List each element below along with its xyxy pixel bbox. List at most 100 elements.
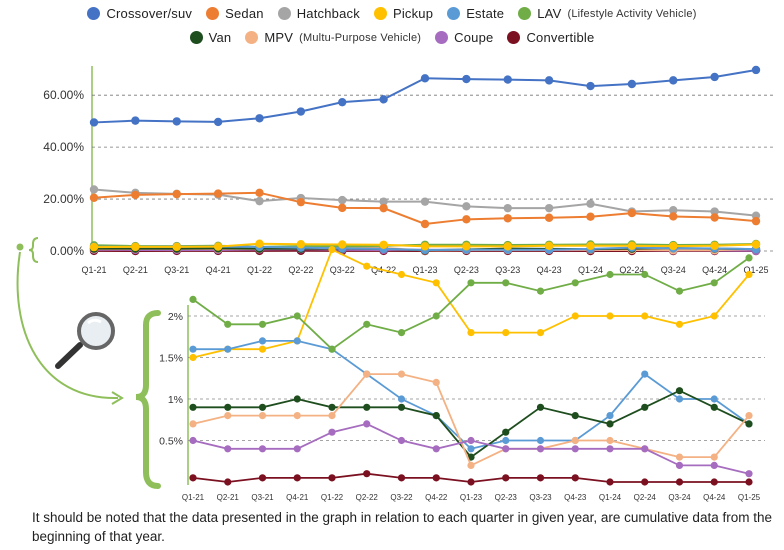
x-tick-label: Q3-22	[330, 265, 355, 275]
data-point	[544, 76, 554, 85]
zoom-data-point	[363, 403, 371, 411]
zoom-data-point	[397, 474, 406, 482]
zoom-data-point	[536, 403, 545, 411]
x-tick-label: Q4-21	[206, 265, 231, 275]
x-tick-label: Q4-23	[537, 265, 562, 275]
zoom-data-point	[363, 320, 371, 328]
data-point	[586, 81, 595, 91]
zoom-data-point	[258, 337, 267, 345]
x-tick-label: Q3-23	[495, 265, 520, 275]
zoom-data-point	[224, 478, 232, 486]
data-point	[172, 189, 181, 199]
zoom-data-point	[467, 461, 475, 469]
zoom-series-line	[193, 389, 750, 459]
zoom-data-point	[710, 395, 718, 403]
data-point	[89, 193, 99, 202]
zoom-data-point	[571, 412, 579, 420]
zoom-data-point	[641, 312, 649, 320]
data-point	[586, 212, 595, 221]
data-point	[296, 197, 306, 207]
zoom-x-tick-label: Q1-25	[738, 493, 761, 502]
zoom-data-point	[189, 436, 197, 445]
zoom-data-point	[536, 436, 545, 445]
data-point	[338, 97, 347, 107]
x-tick-label: Q1-22	[247, 265, 272, 275]
legend-item: Hatchback	[277, 6, 360, 21]
data-point	[503, 214, 512, 223]
zoom-data-point	[224, 345, 232, 353]
zoom-data-point	[502, 329, 510, 337]
zoom-data-point	[710, 453, 718, 461]
legend-label: Sedan	[225, 6, 264, 21]
data-point	[710, 241, 719, 251]
data-point	[669, 241, 678, 251]
zoom-x-tick-label: Q3-23	[529, 493, 552, 502]
legend-marker	[189, 31, 203, 44]
legend-item: Crossover/suv	[87, 6, 192, 21]
callout-arrowhead	[111, 391, 124, 405]
data-point	[710, 72, 719, 82]
legend-label: Hatchback	[296, 6, 360, 21]
zoom-data-point	[189, 345, 197, 353]
zoom-data-point	[189, 420, 197, 428]
zoom-data-point	[571, 445, 579, 453]
zoom-x-tick-label: Q2-21	[217, 493, 240, 502]
zoom-data-point	[536, 287, 545, 295]
legend-label: MPV	[264, 30, 294, 45]
zoom-data-point	[224, 345, 232, 353]
data-point	[669, 212, 678, 221]
zoom-data-point	[467, 329, 475, 337]
zoom-x-tick-label: Q2-23	[495, 493, 518, 502]
data-point	[751, 216, 761, 226]
data-point	[503, 203, 512, 213]
zoom-data-point	[397, 329, 406, 337]
zoom-data-point	[745, 420, 753, 428]
zoom-data-point	[432, 474, 440, 482]
legend-marker	[507, 31, 521, 44]
data-point	[338, 203, 347, 213]
data-point	[544, 213, 554, 222]
zoom-data-point	[397, 370, 406, 378]
zoom-data-point	[675, 287, 684, 295]
data-point	[213, 189, 223, 198]
zoom-data-point	[606, 312, 614, 320]
data-point	[255, 188, 264, 198]
data-point	[503, 242, 512, 251]
zoom-data-point	[258, 474, 267, 482]
legend-label: Convertible	[526, 30, 595, 45]
zoom-x-tick-label: Q1-24	[599, 493, 622, 502]
legend-label: Crossover/suv	[106, 6, 193, 21]
zoom-x-tick-label: Q2-22	[356, 493, 379, 502]
magnifier-icon	[55, 312, 115, 369]
legend-marker	[373, 7, 387, 20]
data-point	[89, 118, 99, 127]
zoom-data-point	[258, 445, 267, 453]
data-point	[462, 74, 471, 84]
zoom-data-point	[641, 403, 649, 411]
legend-item: Coupe	[435, 30, 493, 45]
data-point	[296, 107, 306, 116]
x-tick-label: Q1-23	[412, 265, 437, 275]
zoom-x-tick-label: Q1-22	[321, 493, 344, 502]
zoom-x-tick-label: Q3-22	[390, 493, 413, 502]
zoom-data-point	[710, 312, 718, 320]
zoom-data-point	[502, 445, 510, 453]
zoom-data-point	[467, 453, 475, 461]
zoom-data-point	[224, 320, 232, 328]
zoom-data-point	[189, 403, 197, 411]
zoom-data-point	[710, 461, 718, 469]
zoom-data-point	[571, 436, 579, 445]
legend-row-1: Crossover/suv Sedan Hatchback Pickup Estate L…	[0, 6, 784, 21]
zoom-series-line	[192, 373, 750, 467]
zoom-data-point	[258, 320, 267, 328]
legend-marker	[447, 7, 461, 20]
zoom-x-tick-label: Q4-23	[564, 493, 587, 502]
data-point	[379, 197, 388, 206]
zoom-data-point	[258, 403, 267, 411]
data-point	[544, 241, 554, 251]
zoom-data-point	[675, 320, 684, 328]
zoom-data-point	[502, 428, 510, 436]
data-point	[172, 242, 181, 252]
x-tick-label: Q4-22	[371, 265, 396, 275]
data-point	[89, 242, 99, 252]
